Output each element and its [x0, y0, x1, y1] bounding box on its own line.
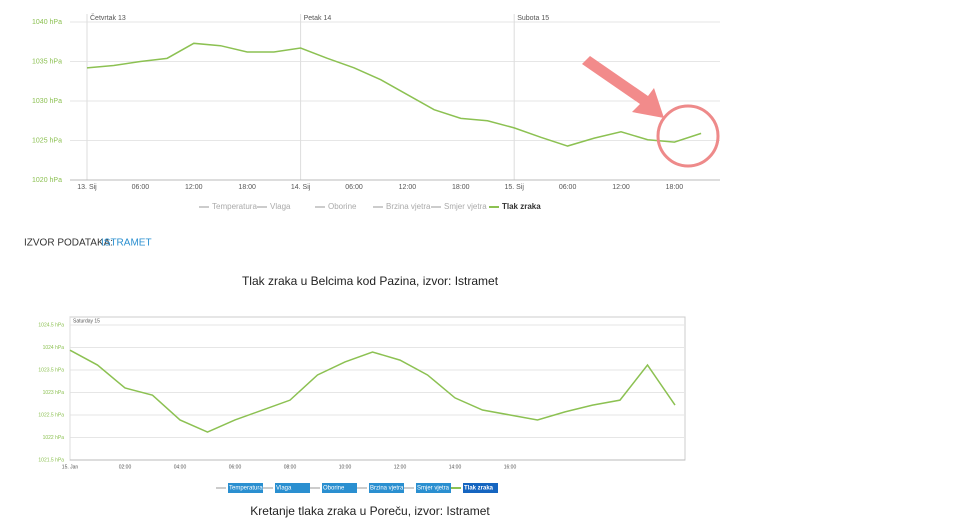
legend-entry[interactable]: Temperatura	[229, 486, 263, 492]
x-tick-label: 12:00	[612, 184, 630, 191]
x-tick-label: 06:00	[132, 184, 150, 191]
x-tick-label: 12:00	[185, 184, 203, 191]
x-tick-label: 06:00	[559, 184, 577, 191]
x-tick-label: 08:00	[284, 464, 297, 470]
y-tick-label: 1035 hPa	[32, 58, 62, 65]
day-label: Petak 14	[304, 15, 332, 22]
x-tick-label: 15. Jan	[62, 464, 79, 470]
line	[86, 42, 702, 147]
y-tick-label: 1023 hPa	[43, 390, 65, 396]
x-tick-label: 16:00	[504, 464, 517, 470]
x-tick-label: 13. Sij	[77, 184, 97, 191]
day-label: Saturday 15	[73, 318, 100, 324]
x-tick-label: 06:00	[345, 184, 363, 191]
legend-entry[interactable]: Oborine	[328, 202, 357, 211]
legend-entry[interactable]: Brzina vjetra	[386, 202, 431, 211]
x-tick-label: 12:00	[399, 184, 417, 191]
line	[69, 349, 676, 433]
y-tick-label: 1022.5 hPa	[38, 412, 64, 418]
x-tick-label: 15. Sij	[504, 184, 524, 191]
legend-highlight	[228, 483, 263, 493]
legend-entry[interactable]: Oborine	[323, 486, 345, 492]
x-tick-label: 14:00	[449, 464, 462, 470]
legend-entry[interactable]: Vlaga	[270, 202, 291, 211]
legend-entry[interactable]: Temperatura	[212, 202, 257, 211]
chart: 1021.5 hPa 1022 hPa 1022.5 hPa 1023 hPa 1023…	[38, 316, 686, 493]
y-tick-label: 1040 hPa	[32, 19, 62, 26]
x-tick-label: 18:00	[666, 184, 684, 191]
highlight-circle	[656, 104, 720, 168]
y-tick-label: 1030 hPa	[32, 98, 62, 105]
legend-entry[interactable]: Tlak zraka	[502, 202, 541, 211]
source-label: IZVOR PODATAKA:	[24, 238, 113, 249]
x-tick-label: 18:00	[238, 184, 256, 191]
legend-entry[interactable]: Brzina vjetra	[370, 486, 404, 492]
legend-entry[interactable]: Tlak zraka	[464, 486, 494, 492]
annotation	[582, 56, 720, 168]
legend-highlight	[416, 483, 451, 493]
caption: Kretanje tlaka zraka u Poreču, izvor: Is…	[250, 504, 490, 518]
caption: Tlak zraka u Belcima kod Pazina, izvor: …	[242, 274, 499, 288]
legend-entry[interactable]: Smjer vjetra	[417, 486, 450, 492]
y-tick-label: 1023.5 hPa	[38, 367, 64, 373]
y-tick-label: 1022 hPa	[43, 435, 65, 441]
y-tick-label: 1020 hPa	[32, 177, 62, 184]
day-label: Četvrtak 13	[90, 13, 126, 22]
x-tick-label: 18:00	[452, 184, 470, 191]
y-tick-label: 1021.5 hPa	[38, 457, 64, 463]
y-tick-label: 1024.5 hPa	[38, 322, 64, 328]
legend-highlight	[275, 483, 310, 493]
legend-entry[interactable]: Smjer vjetra	[444, 202, 487, 211]
legend-highlight	[463, 483, 498, 493]
y-tick-label: 1025 hPa	[32, 137, 62, 144]
chart: 1020 hPa 1025 hPa 1030 hPa 1035 hPa 1040 hPa…	[32, 13, 720, 211]
x-tick-label: 04:00	[174, 464, 187, 470]
day-label: Subota 15	[517, 15, 549, 22]
legend-highlight	[369, 483, 404, 493]
x-tick-label: 10:00	[339, 464, 352, 470]
x-tick-label: 14. Sij	[291, 184, 311, 191]
x-tick-label: 02:00	[119, 464, 132, 470]
arrow	[582, 56, 664, 118]
y-tick-label: 1024 hPa	[43, 345, 65, 351]
legend-entry[interactable]: Vlaga	[276, 486, 292, 492]
x-tick-label: 06:00	[229, 464, 242, 470]
legend-highlight	[322, 483, 357, 493]
source-link[interactable]: ISTRAMET	[101, 238, 152, 249]
x-tick-label: 12:00	[394, 464, 407, 470]
